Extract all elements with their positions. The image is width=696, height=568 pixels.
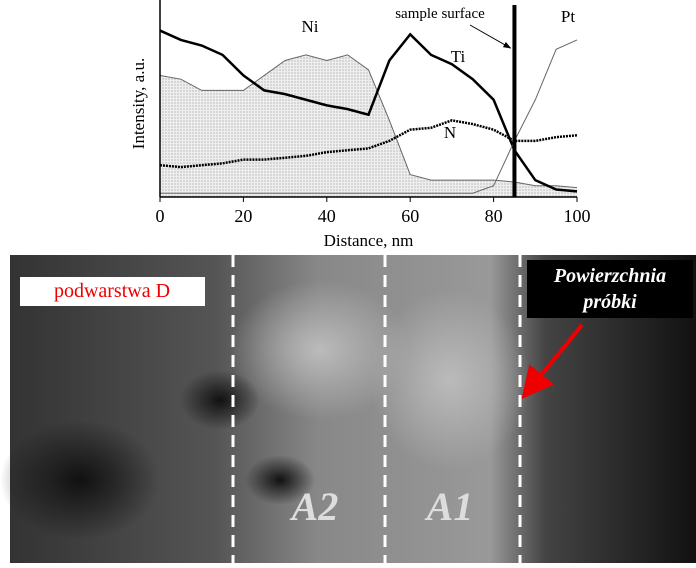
surface-label: Powierzchnia [553, 265, 666, 287]
x-tick-label: 100 [564, 206, 591, 226]
layer-label: podwarstwa D [54, 280, 170, 302]
bright-region [370, 290, 530, 470]
region-label: A2 [289, 484, 339, 529]
series-label: Ti [451, 47, 466, 66]
x-tick-label: 80 [485, 206, 503, 226]
dark-region [180, 370, 260, 430]
surface-label: próbki [581, 291, 637, 313]
x-tick-label: 60 [401, 206, 419, 226]
x-axis-label: Distance, nm [324, 231, 414, 250]
figure: Ni Ti N Pt sample surface 0 20 40 60 80 100 Distanc… [0, 0, 696, 563]
dark-region [0, 420, 160, 540]
line-chart: Ni Ti N Pt sample surface 0 20 40 60 80 100 Distanc… [129, 0, 591, 250]
x-tick-label: 40 [318, 206, 336, 226]
series-label: N [444, 123, 456, 142]
tem-image: podwarstwa D Powierzchnia próbki A2 A1 [0, 255, 696, 563]
x-tick-label: 0 [156, 206, 165, 226]
series-label: Ni [302, 17, 319, 36]
y-axis-label: Intensity, a.u. [129, 58, 148, 149]
series-label: Pt [561, 7, 575, 26]
region-label: A1 [424, 484, 474, 529]
annotation-arrow [470, 25, 510, 48]
x-tick-label: 20 [234, 206, 252, 226]
annotation: sample surface [395, 6, 485, 22]
